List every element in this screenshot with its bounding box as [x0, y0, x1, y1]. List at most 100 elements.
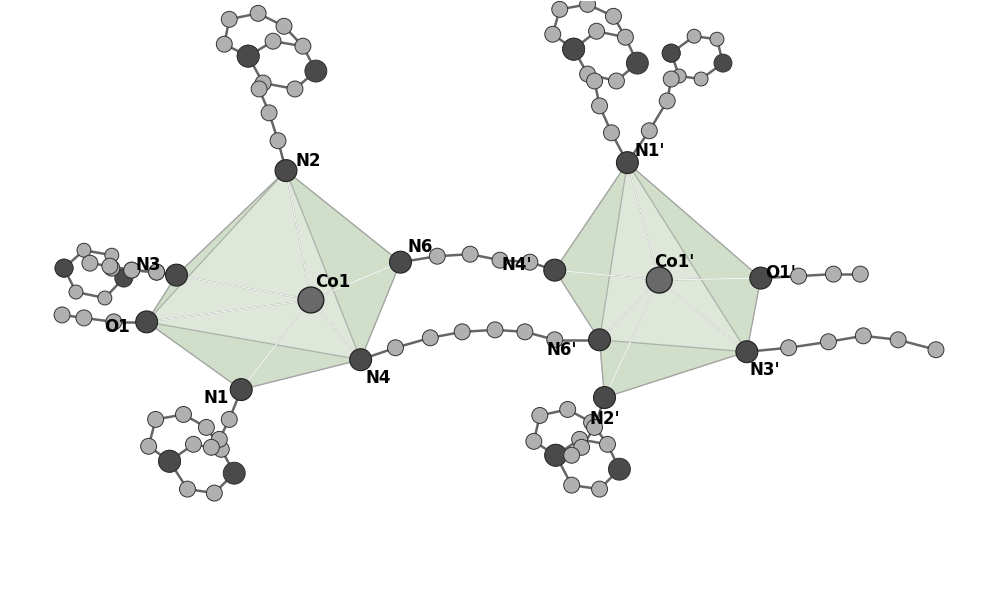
- Circle shape: [662, 44, 680, 62]
- Circle shape: [572, 432, 588, 447]
- Circle shape: [251, 81, 267, 97]
- Circle shape: [626, 52, 648, 74]
- Polygon shape: [627, 162, 761, 352]
- Polygon shape: [286, 171, 400, 300]
- Circle shape: [270, 133, 286, 149]
- Circle shape: [305, 60, 327, 82]
- Circle shape: [98, 291, 112, 305]
- Circle shape: [278, 162, 294, 179]
- Circle shape: [662, 44, 680, 62]
- Circle shape: [265, 33, 281, 49]
- Circle shape: [221, 411, 237, 427]
- Circle shape: [275, 159, 297, 181]
- Circle shape: [739, 344, 755, 360]
- Circle shape: [250, 5, 266, 21]
- Circle shape: [159, 450, 180, 472]
- Circle shape: [714, 54, 732, 72]
- Circle shape: [261, 105, 277, 121]
- Circle shape: [710, 32, 724, 46]
- Circle shape: [694, 72, 708, 86]
- Circle shape: [606, 8, 621, 24]
- Circle shape: [736, 341, 758, 363]
- Circle shape: [589, 329, 610, 351]
- Polygon shape: [659, 278, 761, 352]
- Circle shape: [213, 441, 229, 457]
- Circle shape: [198, 420, 214, 435]
- Circle shape: [206, 485, 222, 501]
- Circle shape: [592, 481, 607, 497]
- Circle shape: [563, 38, 585, 60]
- Circle shape: [526, 433, 542, 450]
- Text: N6': N6': [546, 341, 577, 359]
- Circle shape: [124, 262, 140, 278]
- Circle shape: [115, 269, 133, 287]
- Circle shape: [82, 255, 98, 271]
- Circle shape: [141, 438, 157, 454]
- Circle shape: [781, 340, 797, 356]
- Circle shape: [594, 387, 615, 408]
- Circle shape: [350, 349, 372, 371]
- Text: N2: N2: [295, 152, 321, 170]
- Circle shape: [672, 69, 686, 83]
- Circle shape: [608, 458, 630, 480]
- Polygon shape: [311, 262, 400, 360]
- Circle shape: [166, 264, 187, 286]
- Circle shape: [580, 0, 596, 13]
- Circle shape: [169, 267, 184, 283]
- Circle shape: [791, 268, 807, 284]
- Text: N3: N3: [136, 256, 161, 274]
- Polygon shape: [286, 171, 400, 360]
- Circle shape: [597, 390, 612, 405]
- Circle shape: [580, 66, 596, 82]
- Circle shape: [663, 71, 679, 87]
- Circle shape: [295, 38, 311, 54]
- Polygon shape: [147, 275, 311, 322]
- Circle shape: [545, 444, 567, 466]
- Circle shape: [276, 19, 292, 34]
- Circle shape: [564, 447, 580, 463]
- Circle shape: [54, 307, 70, 323]
- Circle shape: [255, 75, 271, 91]
- Circle shape: [216, 36, 232, 52]
- Circle shape: [563, 38, 585, 60]
- Circle shape: [149, 264, 165, 280]
- Circle shape: [592, 332, 607, 348]
- Text: N1': N1': [634, 141, 665, 159]
- Circle shape: [587, 73, 603, 89]
- Circle shape: [388, 340, 403, 356]
- Circle shape: [237, 45, 259, 67]
- Circle shape: [584, 414, 600, 430]
- Polygon shape: [147, 322, 361, 390]
- Circle shape: [552, 1, 568, 17]
- Circle shape: [545, 26, 561, 42]
- Circle shape: [564, 477, 580, 493]
- Circle shape: [149, 264, 165, 280]
- Circle shape: [608, 73, 624, 89]
- Circle shape: [211, 432, 227, 447]
- Circle shape: [353, 352, 369, 368]
- Circle shape: [517, 324, 533, 340]
- Circle shape: [159, 450, 180, 472]
- Circle shape: [547, 332, 563, 348]
- Circle shape: [55, 259, 73, 277]
- Circle shape: [179, 481, 195, 497]
- Circle shape: [487, 322, 503, 338]
- Circle shape: [855, 328, 871, 344]
- Text: N4: N4: [366, 368, 391, 387]
- Circle shape: [852, 266, 868, 282]
- Text: Co1: Co1: [315, 273, 350, 291]
- Circle shape: [55, 259, 73, 277]
- Circle shape: [619, 155, 635, 171]
- Circle shape: [148, 411, 164, 427]
- Polygon shape: [555, 270, 659, 340]
- Circle shape: [750, 267, 772, 289]
- Circle shape: [169, 267, 184, 283]
- Circle shape: [825, 266, 841, 282]
- Polygon shape: [555, 162, 659, 280]
- Text: O1': O1': [765, 264, 796, 282]
- Circle shape: [223, 462, 245, 484]
- Circle shape: [589, 23, 605, 39]
- Circle shape: [76, 310, 92, 326]
- Circle shape: [77, 243, 91, 257]
- Text: N1: N1: [204, 389, 229, 407]
